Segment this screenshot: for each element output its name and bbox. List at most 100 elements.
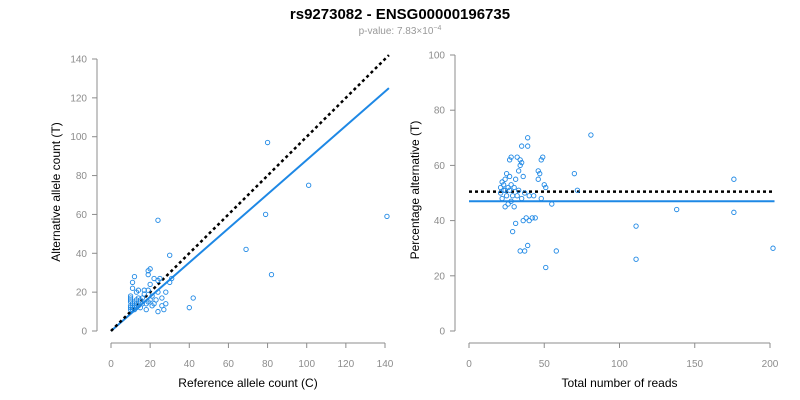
allele-count-data-point — [127, 293, 134, 299]
percentage-data-point — [511, 204, 517, 210]
allele-count-data-point — [129, 285, 136, 291]
percentage-data-point — [520, 173, 526, 180]
percentage-data-point — [522, 248, 528, 254]
percentage-data-point — [513, 220, 519, 227]
percentage-data-point — [535, 168, 541, 174]
allele-count-y-tick-label: 0 — [81, 327, 87, 338]
allele-count-data-point — [155, 289, 161, 295]
allele-count-y-tick-label: 100 — [70, 132, 87, 143]
percentage-data-point — [514, 154, 520, 160]
percentage-data-point — [525, 143, 531, 149]
percentage-data-point — [731, 176, 737, 182]
percentage-data-point — [731, 209, 737, 215]
percentage-data-point — [508, 154, 514, 160]
percentage-data-point — [508, 182, 514, 188]
percentage-y-tick-label: 100 — [428, 51, 445, 62]
percentage-data-point — [523, 215, 529, 221]
percentage-data-point — [511, 184, 517, 191]
percentage-x-axis-title: Total number of reads — [561, 376, 677, 390]
percentage-x-tick-label: 100 — [611, 359, 628, 370]
allele-count-data-point — [147, 266, 153, 272]
percentage-panel: 0 50 100 150 200 0 20 40 60 80 100 Total number of … — [408, 51, 779, 391]
allele-count-data-point — [127, 295, 134, 301]
allele-count-data-point — [149, 293, 155, 299]
percentage-data-point — [516, 187, 522, 193]
allele-count-y-tick-label: 80 — [76, 171, 88, 182]
percentage-data-point — [531, 193, 537, 199]
percentage-data-point — [517, 157, 523, 163]
allele-count-y-tick-label: 140 — [70, 55, 87, 66]
allele-count-x-tick-label: 80 — [262, 359, 274, 370]
percentage-data-point — [543, 264, 549, 271]
percentage-data-point — [520, 217, 526, 224]
percentage-y-tick-label: 0 — [439, 327, 445, 338]
allele-count-y-tick-label: 60 — [76, 210, 88, 221]
percentage-data-point — [500, 182, 507, 188]
chart-subtitle: p-value: 7.83×10−4 — [359, 25, 442, 37]
allele-count-x-tick-label: 40 — [184, 359, 196, 370]
percentage-data-point — [526, 217, 532, 224]
percentage-data-point — [500, 187, 507, 193]
allele-count-data-point — [155, 217, 161, 223]
percentage-data-point — [549, 201, 555, 207]
percentage-data-point — [519, 143, 525, 149]
allele-count-data-point — [268, 272, 275, 278]
percentage-data-point — [633, 223, 639, 229]
allele-count-x-tick-label: 20 — [145, 359, 157, 370]
allele-count-data-point — [243, 246, 249, 253]
allele-count-data-point — [147, 281, 153, 288]
percentage-data-point — [525, 242, 531, 249]
allele-count-y-axis-title: Alternative allele count (T) — [49, 122, 63, 261]
percentage-data-point — [571, 171, 577, 177]
percentage-data-point — [509, 228, 516, 235]
percentage-data-point — [506, 187, 513, 193]
percentage-data-point — [506, 173, 513, 180]
allele-count-data-point — [139, 301, 145, 307]
allele-count-data-point — [135, 287, 142, 293]
p-value-exponent: −4 — [433, 25, 441, 32]
allele-count-x-axis-title: Reference allele count (C) — [178, 376, 317, 390]
percentage-data-point — [633, 256, 639, 262]
percentage-data-point — [503, 193, 510, 199]
percentage-x-tick-label: 150 — [686, 359, 703, 370]
percentage-data-point — [514, 193, 520, 199]
percentage-y-tick-label: 60 — [434, 161, 446, 172]
percentage-data-point — [519, 195, 525, 202]
allele-count-y-tick-label: 120 — [70, 93, 87, 104]
percentage-data-point — [540, 154, 546, 160]
allele-count-data-point — [143, 306, 149, 313]
allele-count-data-point — [163, 289, 169, 295]
allele-count-x-tick-label: 140 — [377, 359, 394, 370]
percentage-data-point — [770, 245, 776, 251]
percentage-data-point — [509, 193, 516, 199]
allele-count-data-point — [161, 306, 167, 313]
percentage-x-tick-label: 0 — [466, 359, 472, 370]
allele-count-x-tick-label: 0 — [108, 359, 114, 370]
p-value-text: p-value: 7.83×10 — [359, 26, 434, 37]
allele-count-data-point — [306, 182, 312, 188]
allele-count-x-tick-label: 120 — [338, 359, 355, 370]
allele-count-data-point — [159, 295, 165, 301]
allele-count-x-tick-label: 100 — [298, 359, 315, 370]
allele-count-data-point — [129, 279, 136, 286]
percentage-data-point — [499, 195, 505, 202]
percentage-data-point — [526, 193, 532, 199]
percentage-x-tick-label: 200 — [762, 359, 779, 370]
percentage-data-point — [506, 157, 513, 163]
allele-count-data-point — [169, 275, 175, 282]
allele-count-fit-line — [110, 87, 390, 332]
percentage-y-axis-title: Percentage alternative (T) — [408, 121, 422, 260]
allele-count-y-tick-label: 20 — [76, 288, 88, 299]
percentage-data-point — [538, 157, 544, 163]
percentage-data-point — [537, 171, 543, 177]
percentage-data-point — [499, 179, 505, 185]
allele-count-data-point — [153, 297, 159, 303]
percentage-data-point — [532, 215, 538, 221]
percentage-data-point — [497, 184, 504, 191]
percentage-data-point — [529, 215, 535, 221]
percentage-data-point — [541, 182, 547, 188]
percentage-data-point — [502, 204, 508, 210]
allele-count-data-point — [141, 291, 147, 297]
percentage-data-point — [517, 162, 523, 169]
